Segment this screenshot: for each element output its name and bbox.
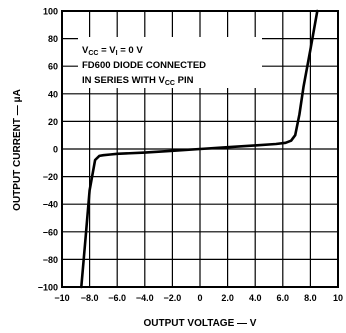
annotation-box: VCC = VI = 0 V FD600 DIODE CONNECTED IN … xyxy=(78,37,262,88)
x-tick-label: 4.0 xyxy=(249,293,262,303)
y-tick-label: 80 xyxy=(48,34,58,44)
series-line-0 xyxy=(80,9,319,289)
x-tick-label: 0 xyxy=(197,293,202,303)
annotation-line-1: VCC = VI = 0 V xyxy=(82,45,143,57)
x-tick-label: −4.0 xyxy=(136,293,154,303)
x-tick-label: 2.0 xyxy=(221,293,234,303)
y-axis-label: OUTPUT CURRENT — μA xyxy=(12,89,23,211)
x-axis-label: OUTPUT VOLTAGE — V xyxy=(144,318,257,329)
y-tick-label: 20 xyxy=(48,117,58,127)
annotation-line-3: IN SERIES WITH VCC PIN xyxy=(82,75,194,87)
x-tick-label: −10 xyxy=(54,293,69,303)
series-group xyxy=(80,9,319,289)
x-tick-label: 8.0 xyxy=(304,293,317,303)
y-tick-label: −40 xyxy=(43,200,58,210)
y-tick-label: −60 xyxy=(43,227,58,237)
y-tick-label: −100 xyxy=(38,283,58,293)
y-tick-label: 0 xyxy=(53,145,58,155)
x-tick-label: −2.0 xyxy=(164,293,182,303)
y-tick-label: 40 xyxy=(48,89,58,99)
x-tick-label: −8.0 xyxy=(81,293,99,303)
y-tick-label: −20 xyxy=(43,172,58,182)
annotation-line-2: FD600 DIODE CONNECTED xyxy=(82,60,206,71)
plot-frame xyxy=(61,10,339,288)
y-tick-label: 100 xyxy=(43,7,58,17)
y-tick-label: −80 xyxy=(43,255,58,265)
x-tick-label: 10 xyxy=(333,293,343,303)
x-tick-label: −6.0 xyxy=(108,293,126,303)
y-tick-label: 60 xyxy=(48,62,58,72)
x-tick-label: 6.0 xyxy=(277,293,290,303)
